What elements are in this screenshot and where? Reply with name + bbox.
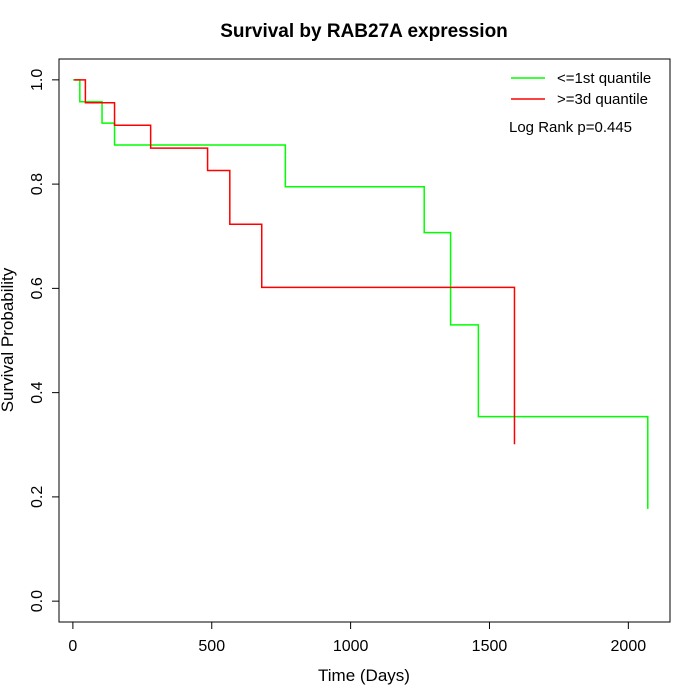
log-rank-annotation: Log Rank p=0.445 bbox=[509, 119, 632, 136]
y-tick-label: 0.2 bbox=[29, 486, 46, 508]
y-tick-label: 0.8 bbox=[29, 173, 46, 195]
x-axis: 0 500 1000 1500 2000 bbox=[68, 621, 647, 655]
series-line-1 bbox=[74, 79, 516, 445]
chart-title: Survival by RAB27A expression bbox=[220, 21, 508, 42]
legend: <=1st quantile >=3d quantile bbox=[511, 70, 651, 108]
x-tick-label: 500 bbox=[198, 638, 225, 655]
y-tick-label: 0.4 bbox=[29, 381, 46, 403]
y-tick-label: 0.6 bbox=[29, 277, 46, 299]
series-line-0 bbox=[72, 79, 649, 509]
y-tick-label: 1.0 bbox=[29, 69, 46, 91]
y-axis: 0.0 0.2 0.4 0.6 0.8 1.0 bbox=[29, 69, 60, 612]
series-layer bbox=[72, 79, 649, 509]
y-axis-label: Survival Probability bbox=[0, 267, 17, 412]
y-tick-label: 0.0 bbox=[29, 590, 46, 612]
legend-label-1: >=3d quantile bbox=[557, 91, 648, 108]
x-tick-label: 2000 bbox=[611, 638, 647, 655]
x-tick-label: 0 bbox=[68, 638, 77, 655]
x-tick-label: 1500 bbox=[472, 638, 508, 655]
x-tick-label: 1000 bbox=[333, 638, 369, 655]
x-axis-label: Time (Days) bbox=[318, 666, 410, 685]
legend-label-0: <=1st quantile bbox=[557, 70, 651, 87]
